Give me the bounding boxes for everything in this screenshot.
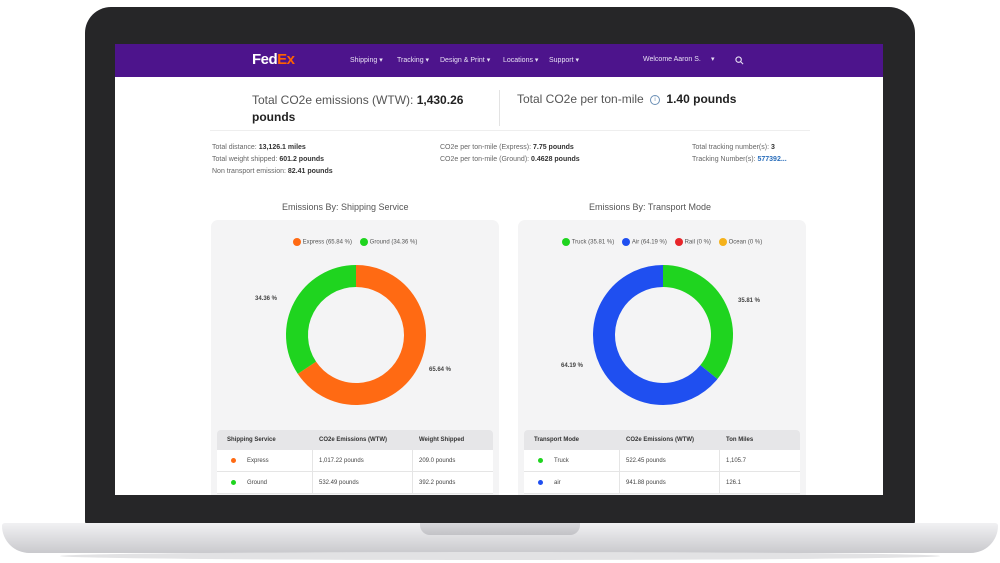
stat-tracking-numbers: Tracking Number(s): 577392...: [692, 156, 787, 163]
donut-slice-ground[interactable]: [286, 265, 357, 374]
info-icon[interactable]: i: [650, 94, 661, 105]
account-chevron-down-icon[interactable]: ▾: [711, 56, 715, 63]
cell-emissions: 532.49 pounds: [319, 480, 359, 486]
cell-emissions: 522.45 pounds: [626, 458, 666, 464]
table-row: Express 1,017.22 pounds 209.0 pounds: [217, 450, 493, 472]
panel-service: Express (65.84 %) Ground (34.36 %) 34.36…: [211, 220, 499, 495]
cell-ton-miles: 126.1: [726, 480, 742, 486]
panel-mode: Truck (35.81 %) Air (64.19 %) Rail (0 %)…: [518, 220, 806, 495]
donut-mode: [593, 265, 733, 405]
nav-bar: FedEx Shipping ▾ Tracking ▾ Design & Pri…: [115, 44, 883, 77]
table-row: Truck 522.45 pounds 1,105.7: [524, 450, 800, 472]
donut-slice-express[interactable]: [297, 265, 426, 405]
label-express-pct: 65.64 %: [429, 367, 452, 373]
legend-item-ground[interactable]: Ground (34.36 %): [359, 238, 417, 246]
cell-divider: [312, 472, 313, 493]
legend-dot-air: [621, 238, 630, 246]
row-dot-ground: [231, 480, 236, 485]
logo-ex: Ex: [277, 51, 295, 68]
logo-fed: Fed: [252, 51, 278, 68]
legend-item-air[interactable]: Air (64.19 %): [621, 238, 667, 246]
laptop-shadow: [60, 552, 940, 560]
cell-divider: [619, 472, 620, 493]
table-mode: Transport Mode CO2e Emissions (WTW) Ton …: [524, 430, 800, 494]
nav-item-design-print[interactable]: Design & Print ▾: [440, 57, 491, 64]
legend-item-rail[interactable]: Rail (0 %): [674, 238, 711, 246]
table-row: air 941.88 pounds 126.1: [524, 472, 800, 494]
cell-service-name: Ground: [247, 480, 268, 486]
table-service-header: Shipping Service CO2e Emissions (WTW) We…: [217, 430, 493, 450]
totals-separator: [210, 130, 810, 131]
stat-weight: Total weight shipped: 601.2 pounds: [212, 156, 325, 163]
cell-ton-miles: 1,105.7: [726, 458, 747, 464]
legend-service: Express (65.84 %) Ground (34.36 %): [211, 238, 499, 246]
legend-dot-ground: [359, 238, 368, 246]
cell-emissions: 941.88 pounds: [626, 480, 666, 486]
chart-title-mode: Emissions By: Transport Mode: [589, 202, 712, 212]
cell-mode-name: Truck: [554, 458, 569, 464]
total-emissions: Total CO2e emissions (WTW): 1,430.26 pou…: [252, 92, 492, 126]
legend-item-truck[interactable]: Truck (35.81 %): [561, 238, 614, 246]
search-icon[interactable]: [735, 56, 744, 65]
total-emissions-unit: pounds: [252, 110, 296, 124]
total-per-ton-mile: Total CO2e per ton-mile i 1.40 pounds: [517, 92, 736, 106]
label-truck-pct: 35.81 %: [738, 298, 761, 304]
fedex-logo[interactable]: FedEx: [252, 51, 295, 68]
nav-item-tracking[interactable]: Tracking ▾: [397, 57, 430, 64]
legend-item-ocean[interactable]: Ocean (0 %): [718, 238, 762, 246]
legend-dot-rail: [674, 238, 683, 246]
label-ground-pct: 34.36 %: [255, 296, 278, 302]
tracking-numbers-link[interactable]: 577392...: [757, 156, 787, 163]
cell-divider: [719, 450, 720, 471]
donut-slice-truck[interactable]: [662, 265, 733, 379]
stat-tracking-count: Total tracking number(s): 3: [692, 144, 775, 151]
cell-divider: [412, 450, 413, 471]
cell-divider: [312, 450, 313, 471]
laptop-notch: [420, 523, 580, 535]
row-dot-express: [231, 458, 236, 463]
table-service: Shipping Service CO2e Emissions (WTW) We…: [217, 430, 493, 494]
screen: FedEx Shipping ▾ Tracking ▾ Design & Pri…: [115, 44, 883, 495]
cell-divider: [412, 472, 413, 493]
nav-item-shipping[interactable]: Shipping ▾: [350, 57, 383, 64]
legend-mode: Truck (35.81 %) Air (64.19 %) Rail (0 %)…: [518, 238, 806, 246]
total-emissions-value: 1,430.26: [416, 93, 464, 107]
label-air-pct: 64.19 %: [561, 363, 584, 369]
th-shipping-service: Shipping Service: [227, 437, 276, 443]
row-dot-truck: [538, 458, 543, 463]
stat-distance: Total distance: 13,126.1 miles: [212, 144, 306, 151]
th-transport-mode: Transport Mode: [534, 437, 580, 443]
table-row: Ground 532.49 pounds 392.2 pounds: [217, 472, 493, 494]
nav-item-support[interactable]: Support ▾: [549, 57, 579, 64]
cell-weight: 392.2 pounds: [419, 480, 456, 486]
legend-dot-truck: [561, 238, 570, 246]
per-ton-mile-label: Total CO2e per ton-mile: [517, 92, 644, 106]
cell-service-name: Express: [247, 458, 269, 464]
cell-divider: [719, 472, 720, 493]
legend-dot-express: [292, 238, 301, 246]
totals-divider: [499, 90, 500, 126]
th-emissions: CO2e Emissions (WTW): [319, 437, 388, 443]
donut-service: [286, 265, 426, 405]
legend-item-express[interactable]: Express (65.84 %): [292, 238, 352, 246]
stat-ground-per-ton-mile: CO2e per ton-mile (Ground): 0.4628 pound…: [440, 156, 580, 163]
total-emissions-label: Total CO2e emissions (WTW):: [252, 93, 414, 107]
cell-mode-name: air: [554, 480, 561, 486]
per-ton-mile-value: 1.40 pounds: [666, 92, 737, 106]
th-emissions: CO2e Emissions (WTW): [626, 437, 695, 443]
stat-non-transport: Non transport emission: 82.41 pounds: [212, 168, 333, 175]
cell-emissions: 1,017.22 pounds: [319, 458, 364, 464]
nav-item-locations[interactable]: Locations ▾: [503, 57, 539, 64]
th-ton-miles: Ton Miles: [726, 437, 754, 443]
cell-divider: [619, 450, 620, 471]
row-dot-air: [538, 480, 543, 485]
table-mode-header: Transport Mode CO2e Emissions (WTW) Ton …: [524, 430, 800, 450]
welcome-user[interactable]: Welcome Aaron S.: [643, 56, 701, 63]
legend-dot-ocean: [718, 238, 727, 246]
cell-weight: 209.0 pounds: [419, 458, 456, 464]
th-weight: Weight Shipped: [419, 437, 465, 443]
donut-slice-air[interactable]: [593, 265, 718, 405]
chart-title-service: Emissions By: Shipping Service: [282, 202, 409, 212]
stat-express-per-ton-mile: CO2e per ton-mile (Express): 7.75 pounds: [440, 144, 574, 151]
